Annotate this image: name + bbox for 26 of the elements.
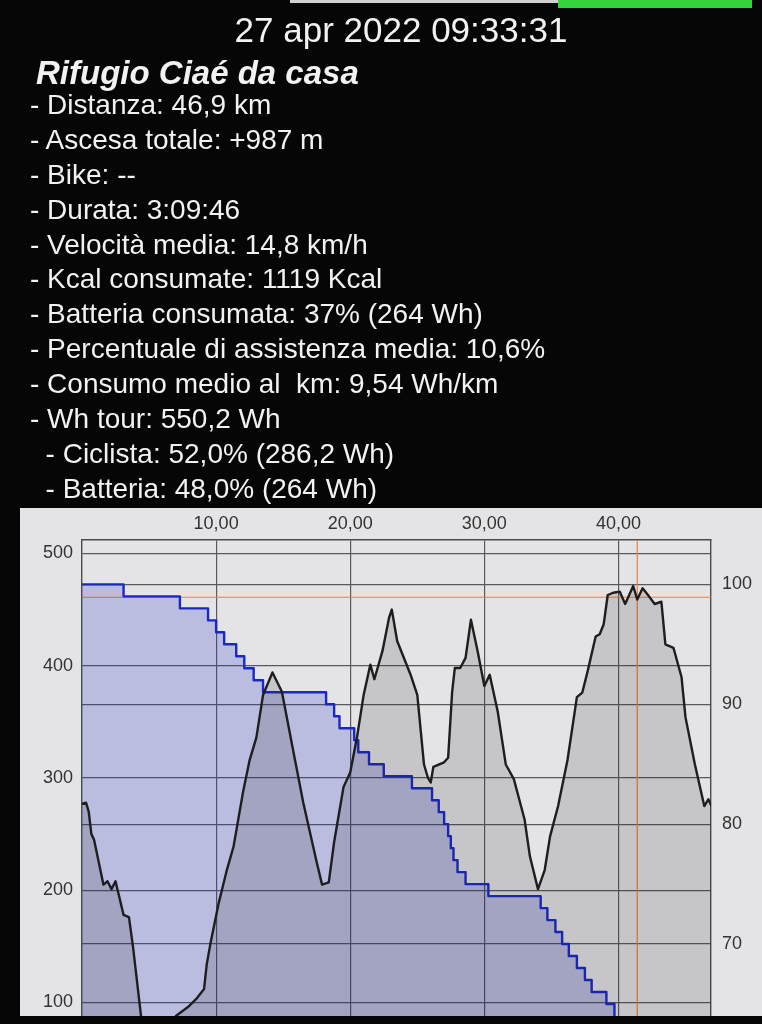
chart-subtitle: Rifugio Ciaé da casa bbox=[36, 53, 359, 93]
y2-tick-label: 90 bbox=[722, 693, 743, 714]
x-tick-label: 20,00 bbox=[327, 513, 373, 534]
y2-tick-label: 80 bbox=[722, 813, 743, 834]
y-tick-label: 500 bbox=[42, 542, 73, 563]
x-tick-label: 40,00 bbox=[595, 513, 641, 534]
text: - Ciclista: 52,0% (286,2 Wh) bbox=[44, 436, 396, 471]
text: - Ascesa totale: +987 m bbox=[30, 122, 325, 157]
y2-tick-label: 100 bbox=[722, 573, 753, 594]
text: - Batteria: 48,0% (264 Wh) bbox=[44, 471, 379, 506]
text: - Wh tour: 550,2 Wh bbox=[30, 402, 282, 436]
y-tick-label: 100 bbox=[42, 991, 73, 1012]
text: - Velocità media: 14,8 km/h bbox=[30, 227, 369, 262]
text: - Percentuale di assistenza media: 10,6% bbox=[30, 332, 546, 367]
chart-title: 27 apr 2022 09:33:31 bbox=[233, 9, 569, 51]
text: - Durata: 3:09:46 bbox=[30, 192, 242, 227]
y2-tick-label: 70 bbox=[722, 933, 743, 954]
y-tick-label: 200 bbox=[42, 879, 73, 900]
text: - Batteria consumata: 37% (264 Wh) bbox=[30, 297, 484, 332]
y-tick-label: 400 bbox=[42, 654, 73, 675]
y-tick-label: 300 bbox=[42, 766, 73, 787]
text: - Consumo medio al km: 9,54 Wh/km bbox=[30, 367, 500, 402]
x-tick-label: 10,00 bbox=[193, 513, 239, 534]
x-tick-label: 30,00 bbox=[461, 513, 507, 534]
text: - Kcal consumate: 1119 Kcal bbox=[30, 262, 384, 297]
text: - Bike: -- bbox=[30, 157, 137, 192]
